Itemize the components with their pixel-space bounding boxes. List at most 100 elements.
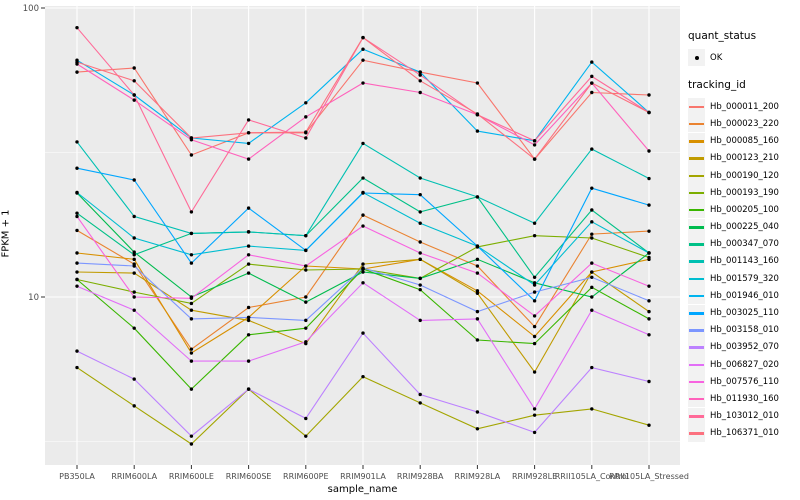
legend-key-line xyxy=(689,346,704,349)
data-point xyxy=(246,244,251,248)
data-point xyxy=(304,264,308,268)
data-point xyxy=(304,130,308,134)
legend-item-label: Hb_007576_110 xyxy=(710,376,779,387)
data-point xyxy=(475,338,480,342)
legend-key-swatch xyxy=(688,321,705,339)
data-point xyxy=(590,295,594,299)
legend-key-swatch xyxy=(688,115,705,133)
legend-key-line xyxy=(689,157,704,160)
data-point xyxy=(132,326,136,330)
data-point xyxy=(189,387,194,391)
data-point xyxy=(246,253,251,257)
y-tick-label: 100 xyxy=(23,4,39,14)
data-point xyxy=(475,427,480,431)
data-point xyxy=(418,73,422,77)
data-point xyxy=(532,283,537,287)
data-point xyxy=(189,359,194,363)
data-point xyxy=(189,210,194,214)
data-point xyxy=(418,192,422,197)
legend-key-swatch xyxy=(688,201,705,219)
data-point xyxy=(304,295,308,299)
data-point xyxy=(590,186,594,190)
data-point xyxy=(647,93,651,97)
data-point xyxy=(361,176,365,180)
legend-item-Hb_001579_320: Hb_001579_320 xyxy=(688,270,798,288)
data-point xyxy=(590,275,594,279)
data-point xyxy=(246,333,251,337)
data-point xyxy=(246,206,251,210)
data-point xyxy=(75,140,79,144)
point-marker-icon xyxy=(694,55,699,60)
data-point xyxy=(418,257,422,262)
data-point xyxy=(590,308,594,312)
data-point xyxy=(418,401,422,405)
data-point xyxy=(304,340,308,344)
data-point xyxy=(418,251,422,255)
data-point xyxy=(418,176,422,180)
data-point xyxy=(246,157,251,161)
data-point xyxy=(475,195,480,199)
data-point xyxy=(75,284,79,288)
data-point xyxy=(189,434,194,438)
legend-key-swatch xyxy=(688,390,705,408)
legend-key-swatch xyxy=(688,49,705,67)
legend-item-label: Hb_001143_160 xyxy=(710,256,779,267)
data-point xyxy=(361,81,365,85)
data-point xyxy=(246,131,251,135)
data-point xyxy=(532,324,537,329)
x-tick-label: RRIM928LE xyxy=(512,472,557,481)
x-tick-label: RRIM600SE xyxy=(226,472,272,481)
data-point xyxy=(532,430,537,435)
data-point xyxy=(132,377,136,381)
data-point xyxy=(647,110,651,115)
data-point xyxy=(361,281,365,285)
legend-key-swatch xyxy=(688,235,705,253)
x-axis-title: sample_name xyxy=(327,484,398,495)
data-point xyxy=(304,136,308,140)
data-point xyxy=(590,285,594,290)
data-point xyxy=(75,349,79,353)
x-tick-label: RRIM600LA xyxy=(111,472,157,481)
data-point xyxy=(132,98,136,102)
legend-item-label: Hb_000190_120 xyxy=(710,170,779,181)
legend-item-label: Hb_000225_040 xyxy=(710,222,779,233)
data-point xyxy=(475,112,480,116)
data-point xyxy=(246,318,251,323)
data-point xyxy=(475,289,480,293)
data-point xyxy=(132,264,136,268)
data-point xyxy=(475,271,480,275)
data-point xyxy=(590,74,594,79)
data-point xyxy=(132,290,136,294)
legend-key-line xyxy=(689,277,704,281)
data-point xyxy=(189,317,194,321)
x-tick-label: RRII105LA_Stressed xyxy=(609,472,689,481)
data-point xyxy=(132,214,136,219)
data-point xyxy=(304,300,308,304)
legend-item-label: Hb_000205_100 xyxy=(710,204,779,215)
data-point xyxy=(189,347,194,351)
data-point xyxy=(189,231,194,236)
data-point xyxy=(590,81,594,85)
data-point xyxy=(246,230,251,234)
legend-key-swatch xyxy=(688,252,705,270)
data-point xyxy=(647,333,651,337)
legend-item-Hb_000085_160: Hb_000085_160 xyxy=(688,132,798,150)
legend-key-swatch xyxy=(688,270,705,288)
data-point xyxy=(647,379,651,384)
data-point xyxy=(532,314,537,318)
data-point xyxy=(246,305,251,310)
data-point xyxy=(475,291,480,295)
legend-key-swatch xyxy=(688,407,705,425)
data-point xyxy=(418,287,422,292)
data-point xyxy=(590,208,594,212)
data-point xyxy=(475,410,480,414)
data-point xyxy=(189,153,194,157)
data-point xyxy=(590,60,594,64)
x-tick-label: RRIM600PE xyxy=(283,472,329,481)
legend-item-label: Hb_106371_010 xyxy=(710,428,779,439)
data-point xyxy=(246,387,251,391)
legend-key-line xyxy=(689,380,704,384)
legend-item-Hb_011930_160: Hb_011930_160 xyxy=(688,390,798,408)
data-point xyxy=(590,407,594,411)
